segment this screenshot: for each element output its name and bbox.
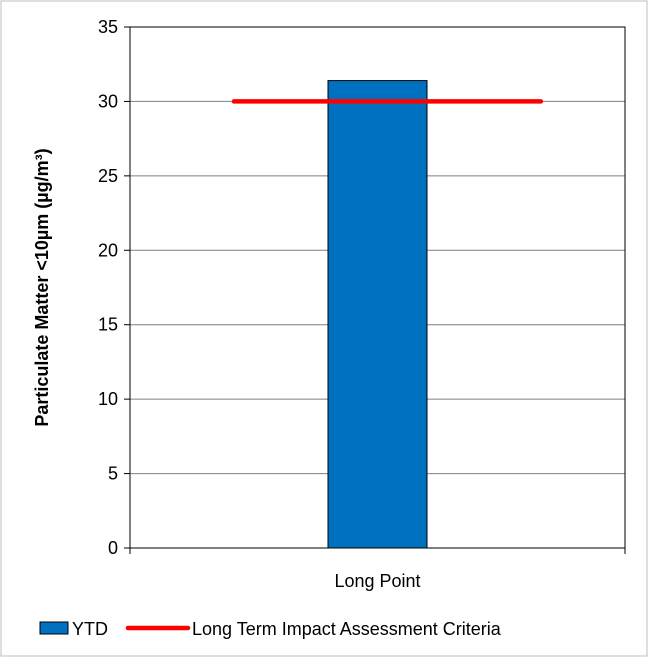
- y-tick-label: 35: [98, 17, 118, 37]
- y-tick-label: 15: [98, 315, 118, 335]
- y-tick-label: 0: [108, 538, 118, 558]
- y-tick-label: 20: [98, 240, 118, 260]
- bar-series: [327, 80, 428, 549]
- y-tick-label: 10: [98, 389, 118, 409]
- legend-label: YTD: [72, 619, 108, 639]
- y-tick-label: 30: [98, 91, 118, 111]
- axes: 0 5 10 15 20 25 30 35 Long Point: [98, 17, 626, 591]
- x-category-label: Long Point: [334, 571, 420, 591]
- legend-label: Long Term Impact Assessment Criteria: [192, 619, 502, 639]
- y-axis-title: Particulate Matter <10µm (µg/m³): [32, 148, 52, 426]
- legend: YTD Long Term Impact Assessment Criteria: [39, 619, 502, 639]
- y-tick-label: 25: [98, 166, 118, 186]
- bar-ytd: [327, 80, 428, 549]
- y-tick-label: 5: [108, 464, 118, 484]
- legend-swatch-ytd: [39, 621, 69, 635]
